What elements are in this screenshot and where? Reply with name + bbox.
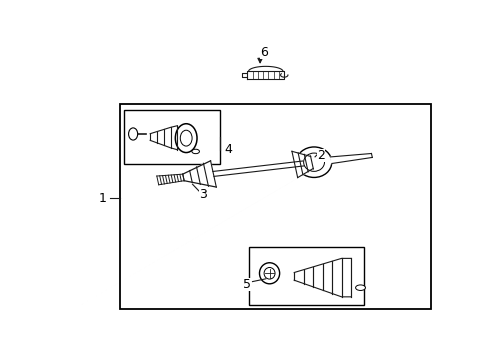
- Polygon shape: [291, 151, 313, 177]
- Ellipse shape: [355, 285, 365, 291]
- Polygon shape: [247, 71, 284, 78]
- Ellipse shape: [175, 124, 197, 153]
- Text: 4: 4: [224, 143, 231, 157]
- Ellipse shape: [128, 128, 138, 140]
- Ellipse shape: [264, 267, 274, 279]
- Bar: [248, 247, 364, 305]
- Text: 2: 2: [316, 149, 324, 162]
- Text: 3: 3: [199, 188, 207, 201]
- Text: 5: 5: [243, 278, 250, 291]
- Ellipse shape: [303, 153, 324, 171]
- Polygon shape: [247, 66, 283, 71]
- Ellipse shape: [191, 149, 199, 154]
- Ellipse shape: [259, 263, 279, 284]
- Ellipse shape: [296, 147, 331, 177]
- Ellipse shape: [180, 130, 192, 146]
- Polygon shape: [150, 124, 177, 150]
- Polygon shape: [330, 153, 371, 163]
- Bar: [120, 104, 430, 309]
- Polygon shape: [183, 161, 216, 187]
- Bar: [123, 110, 220, 164]
- Text: 6: 6: [260, 46, 267, 59]
- Polygon shape: [302, 161, 303, 166]
- Polygon shape: [212, 161, 303, 176]
- Text: 1: 1: [99, 192, 106, 205]
- Polygon shape: [294, 258, 350, 297]
